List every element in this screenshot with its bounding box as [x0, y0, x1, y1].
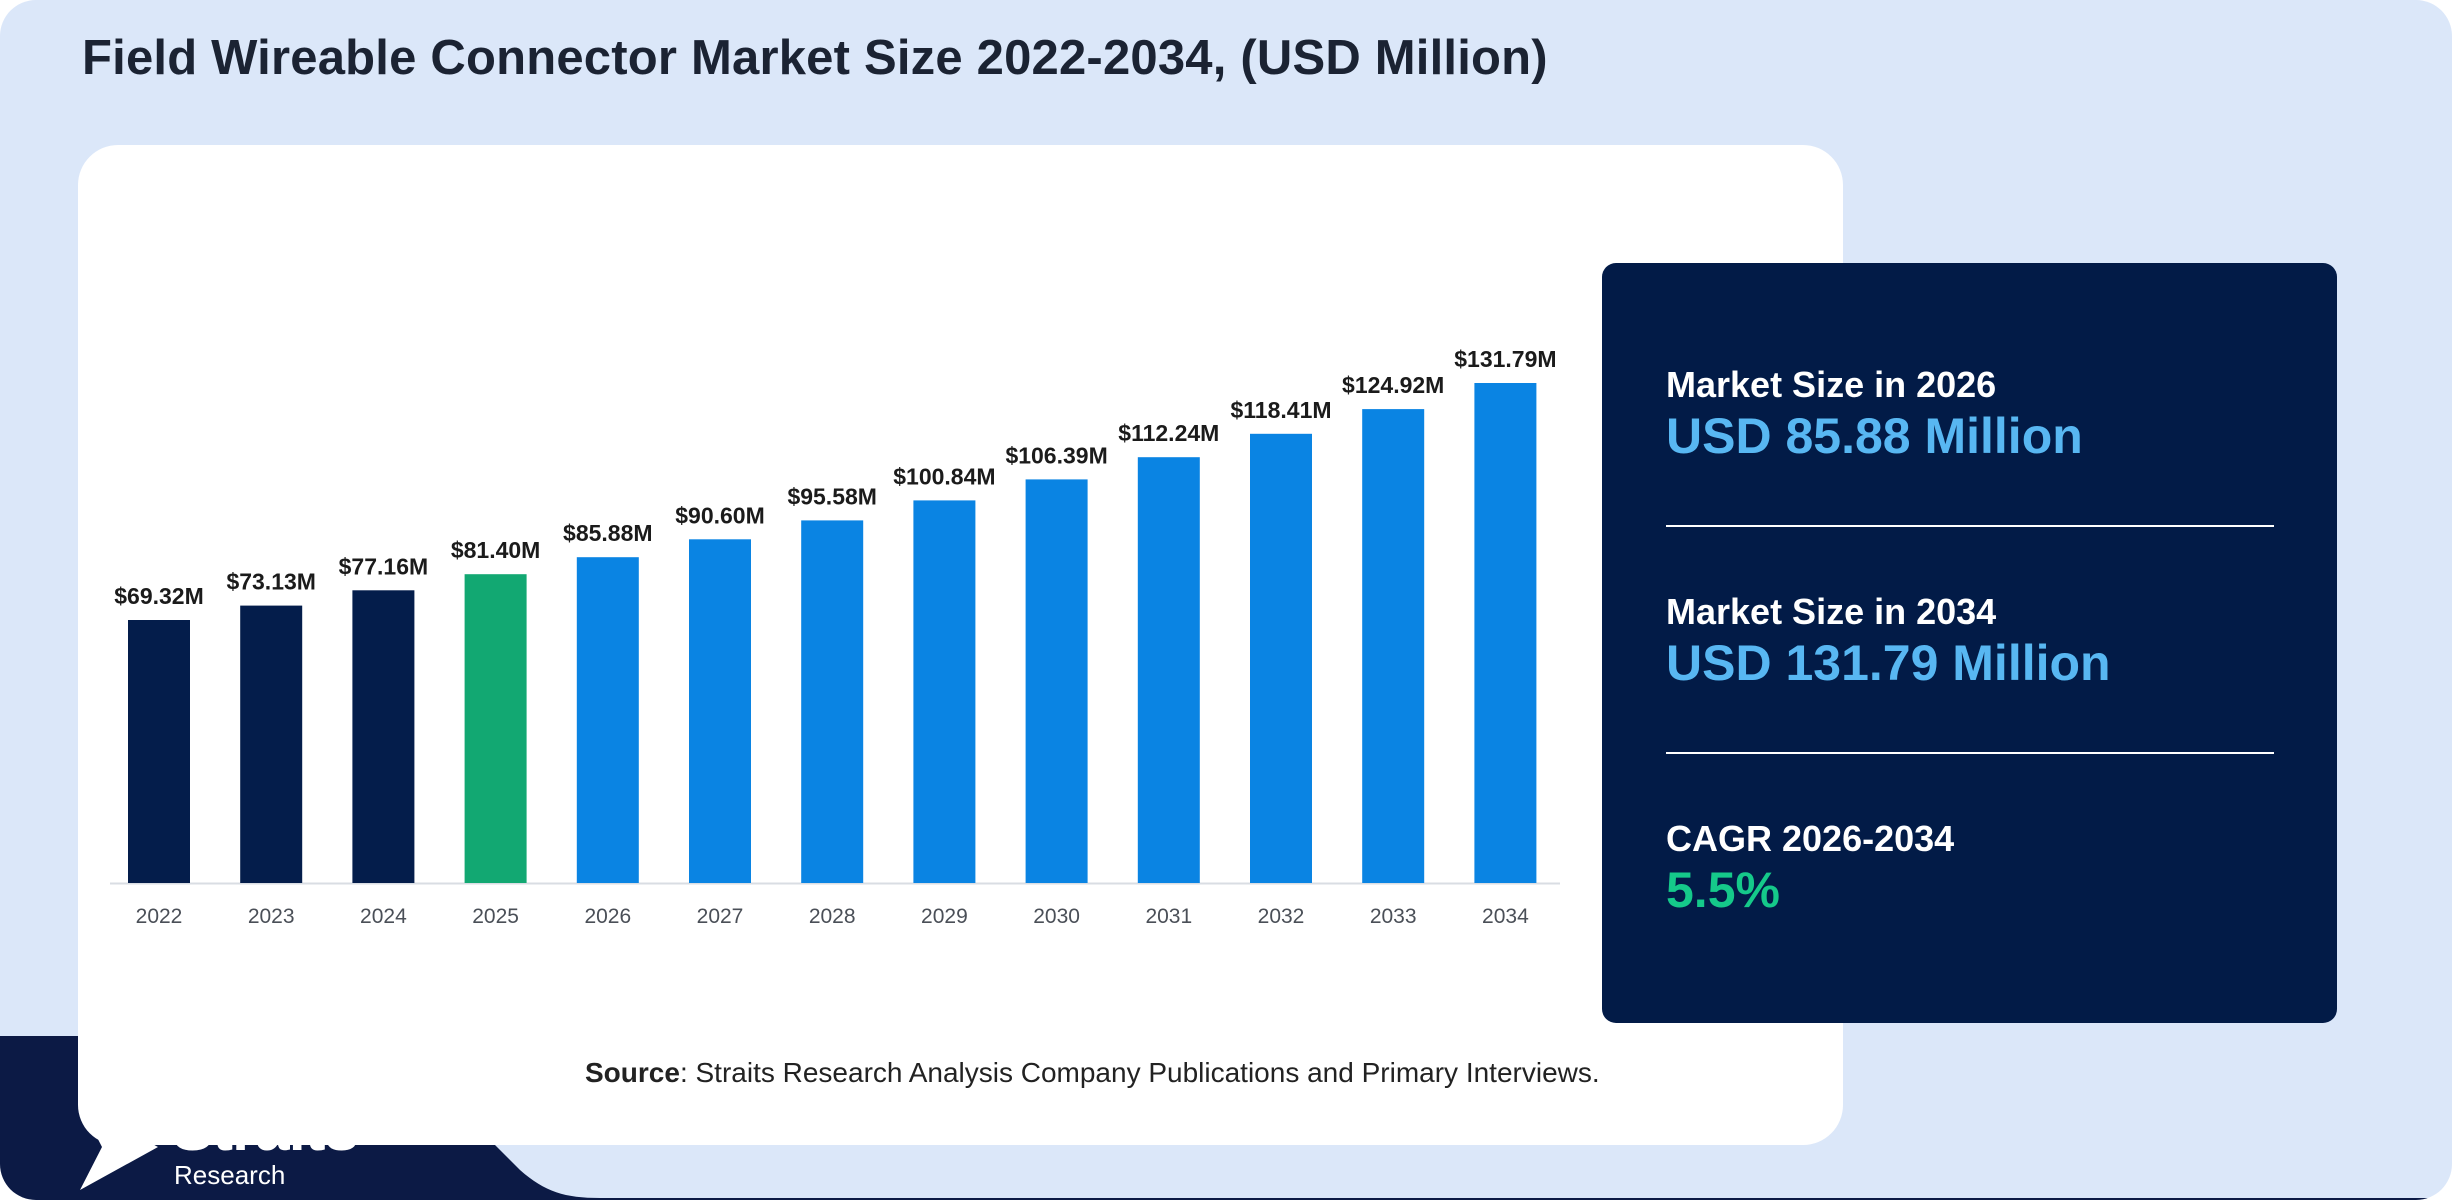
logo-wordmark: Straits [172, 1095, 359, 1164]
x-tick-label-2030: 2030 [1033, 905, 1080, 928]
source-label: Source [585, 1057, 680, 1088]
data-label-2030: $106.39M [1005, 442, 1107, 468]
source-text: : Straits Research Analysis Company Publ… [679, 1057, 1600, 1088]
logo-subtitle: Research [174, 1160, 286, 1190]
stat-value: 5.5% [1666, 862, 1780, 919]
data-label-2031: $112.24M [1118, 420, 1219, 446]
stat-label: Market Size in 2034 [1666, 591, 1997, 632]
bar-2027 [689, 539, 751, 883]
stat-cagr: CAGR 2026-2034 5.5% [1666, 817, 1954, 920]
bar-2029 [913, 500, 976, 883]
data-label-2033: $124.92M [1342, 372, 1444, 398]
bar-2031 [1137, 457, 1200, 883]
logo-arrow-icon [80, 1104, 158, 1190]
stat-label: Market Size in 2026 [1666, 364, 1997, 405]
bar-2025 [464, 574, 527, 883]
bar-2023 [240, 605, 303, 883]
source-note: Source: Straits Research Analysis Compan… [585, 1057, 1600, 1089]
x-tick-label-2025: 2025 [472, 905, 519, 928]
stat-value: USD 85.88 Million [1666, 408, 2083, 465]
data-label-2025: $81.40M [451, 537, 541, 563]
bar-2028 [801, 520, 864, 883]
data-label-2029: $100.84M [893, 463, 995, 489]
data-label-2028: $95.58M [787, 483, 877, 509]
page-title: Field Wireable Connector Market Size 202… [82, 31, 1548, 85]
data-label-2034: $131.79M [1454, 346, 1556, 372]
x-tick-label-2024: 2024 [360, 905, 407, 928]
x-tick-label-2022: 2022 [136, 905, 183, 928]
bar-2026 [576, 557, 639, 883]
data-label-2027: $90.60M [675, 502, 765, 528]
divider [1666, 752, 2274, 754]
bar-2032 [1250, 433, 1312, 883]
data-label-2032: $118.41M [1230, 397, 1331, 423]
bar-2034 [1474, 383, 1537, 883]
x-tick-label-2032: 2032 [1258, 905, 1305, 928]
stat-market-size-2034: Market Size in 2034 USD 131.79 Million [1666, 590, 2111, 693]
x-tick-label-2026: 2026 [584, 905, 631, 928]
x-tick-label-2027: 2027 [697, 905, 744, 928]
x-tick-label-2023: 2023 [248, 905, 295, 928]
x-tick-label-2029: 2029 [921, 905, 968, 928]
x-tick-label-2034: 2034 [1482, 905, 1529, 928]
x-tick-label-2033: 2033 [1370, 905, 1417, 928]
straits-research-logo: Straits Research [80, 1095, 400, 1190]
data-label-2023: $73.13M [226, 569, 316, 595]
data-label-2024: $77.16M [339, 553, 429, 579]
data-label-2022: $69.32M [114, 583, 204, 609]
key-stats-panel: Market Size in 2026 USD 85.88 Million Ma… [1602, 263, 2337, 1023]
data-label-2026: $85.88M [563, 520, 653, 546]
divider [1666, 525, 2274, 527]
stat-value: USD 131.79 Million [1666, 635, 2111, 692]
x-tick-label-2028: 2028 [809, 905, 856, 928]
bar-2030 [1025, 479, 1088, 883]
stat-label: CAGR 2026-2034 [1666, 818, 1955, 859]
bar-2024 [352, 590, 415, 883]
bar-2033 [1362, 409, 1425, 883]
x-tick-label-2031: 2031 [1145, 905, 1192, 928]
bar-2022 [128, 620, 190, 883]
stat-market-size-2026: Market Size in 2026 USD 85.88 Million [1666, 363, 2083, 466]
